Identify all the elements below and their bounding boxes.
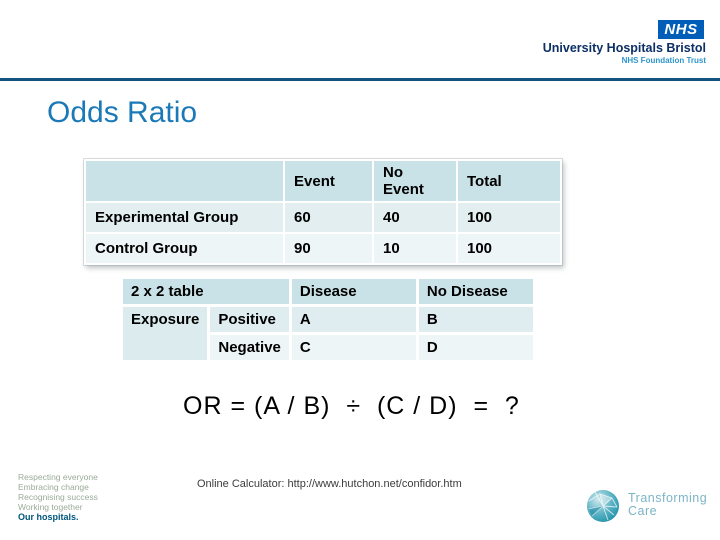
cell-noevent: 10 — [374, 234, 456, 263]
results-header-event: Event — [285, 161, 372, 201]
2x2-cell-a: A — [291, 307, 416, 332]
cell-total: 100 — [458, 234, 560, 263]
nhs-logo: NHS — [658, 20, 704, 39]
our-hospitals-label: Our hospitals. — [18, 512, 79, 522]
cell-total: 100 — [458, 203, 560, 232]
cell-event: 60 — [285, 203, 372, 232]
2x2-cell-d: D — [418, 335, 533, 360]
2x2-corner-label: 2 x 2 table — [123, 279, 289, 304]
table-row-experimental: Experimental Group 60 40 100 — [86, 203, 560, 232]
odds-ratio-formula: OR = (A / B) ÷ (C / D) = ? — [183, 392, 520, 420]
row-label: Control Group — [86, 234, 283, 263]
results-header-total: Total — [458, 161, 560, 201]
cell-event: 90 — [285, 234, 372, 263]
2x2-header-disease: Disease — [291, 279, 416, 304]
results-header-empty — [86, 161, 283, 201]
results-table: Event No Event Total Experimental Group … — [84, 159, 562, 265]
globe-icon — [587, 490, 619, 522]
values-line: Respecting everyone — [18, 472, 98, 482]
org-subtitle: NHS Foundation Trust — [621, 56, 706, 65]
2x2-group-label: Exposure — [123, 307, 208, 360]
2x2-row-label: Positive — [210, 307, 289, 332]
page-title: Odds Ratio — [47, 96, 198, 129]
online-calculator-note: Online Calculator: http://www.hutchon.ne… — [197, 478, 462, 490]
header-divider — [0, 78, 720, 81]
transforming-care-line2: Care — [628, 504, 658, 518]
2x2-header-nodisease: No Disease — [418, 279, 533, 304]
2x2-row-label: Negative — [210, 335, 289, 360]
cell-noevent: 40 — [374, 203, 456, 232]
transforming-care-line1: Transforming — [628, 491, 708, 505]
2x2-row-positive: Exposure Positive A B — [123, 307, 533, 360]
table-row-control: Control Group 90 10 100 — [86, 234, 560, 263]
row-label: Experimental Group — [86, 203, 283, 232]
org-name: University Hospitals Bristol — [542, 41, 706, 55]
values-line: Recognising success — [18, 492, 98, 502]
2x2-cell-c: C — [291, 335, 416, 360]
2x2-cell-b: B — [418, 307, 533, 332]
nhs-logo-text: NHS — [664, 21, 698, 38]
2x2-row-negative: Negative C D — [123, 335, 533, 360]
values-line: Working together — [18, 502, 83, 512]
results-header-noevent: No Event — [374, 161, 456, 201]
two-by-two-table: 2 x 2 table Disease No Disease Exposure … — [120, 276, 536, 363]
transforming-care-logo-text: Transforming Care — [628, 492, 707, 518]
values-line: Embracing change — [18, 482, 89, 492]
results-header-row: Event No Event Total — [86, 161, 560, 201]
values-block: Respecting everyone Embracing change Rec… — [18, 472, 98, 523]
2x2-header-row: 2 x 2 table Disease No Disease — [123, 279, 533, 304]
